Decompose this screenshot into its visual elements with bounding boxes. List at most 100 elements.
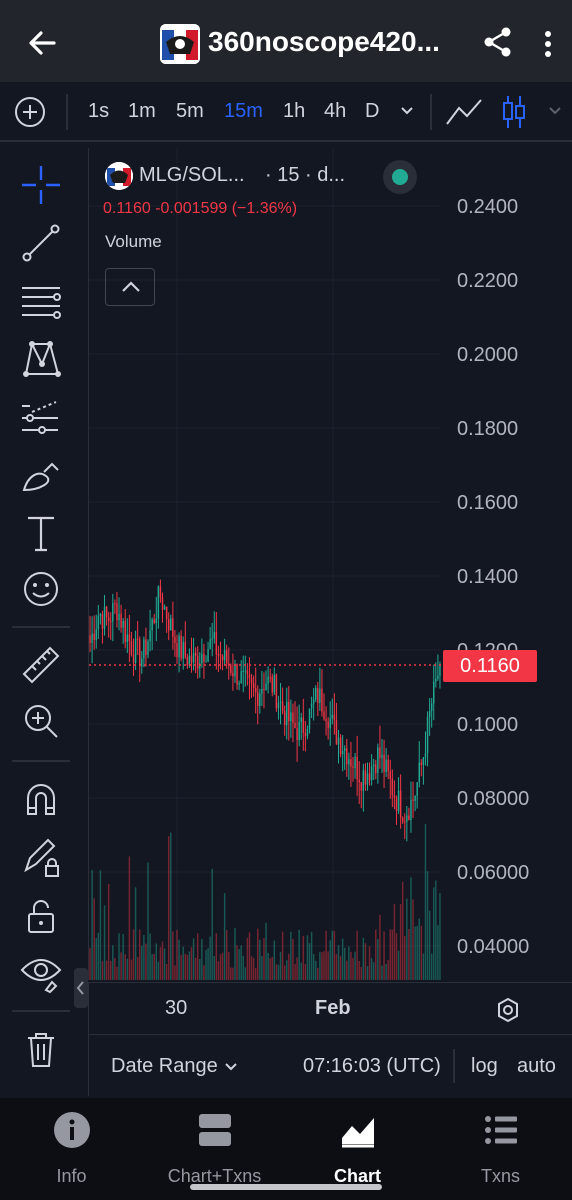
candle-body xyxy=(91,633,93,643)
candle-body xyxy=(308,708,311,730)
volume-bar xyxy=(406,898,408,980)
candle-body xyxy=(399,790,402,818)
volume-bar xyxy=(91,869,93,980)
y-axis-label: 0.08000 xyxy=(457,788,530,810)
nav-item-chart-txns[interactable]: Chart+Txns xyxy=(143,1110,286,1190)
last-price-tag: 0.1160 xyxy=(443,650,537,682)
candle-body xyxy=(302,717,305,733)
candle-body xyxy=(377,747,379,774)
volume-bar xyxy=(128,856,131,980)
candlestick-chart[interactable] xyxy=(89,148,572,980)
unlock-icon[interactable] xyxy=(18,892,64,938)
arrow-left-icon[interactable] xyxy=(24,25,60,61)
timeframe-d[interactable]: D xyxy=(365,100,380,122)
more-vertical-icon[interactable] xyxy=(536,26,560,62)
volume-bar xyxy=(174,965,176,980)
candle-body xyxy=(97,616,100,630)
candle-body xyxy=(389,771,391,779)
timeframe-1m[interactable]: 1m xyxy=(128,100,156,122)
volume-label[interactable]: Volume xyxy=(105,232,162,251)
timeframe-1h[interactable]: 1h xyxy=(283,100,306,122)
timeframe-15m[interactable]: 15m xyxy=(224,100,263,122)
volume-bar xyxy=(116,966,118,980)
collapse-legend-button[interactable] xyxy=(105,268,155,306)
eye-icon[interactable] xyxy=(18,950,64,996)
nav-item-chart[interactable]: Chart xyxy=(286,1110,429,1190)
chart-panel[interactable]: MLG/SOL... · 15 · d... 0.1160 -0.001599 … xyxy=(88,148,572,980)
ruler-icon[interactable] xyxy=(18,642,64,688)
candle-body xyxy=(186,657,189,666)
fib-retracement-icon[interactable] xyxy=(18,278,64,324)
volume-bar xyxy=(139,929,141,980)
volume-bar xyxy=(236,945,238,980)
candlestick-icon[interactable] xyxy=(500,94,528,130)
log-scale-toggle[interactable]: log xyxy=(471,1055,498,1077)
zoom-in-icon[interactable] xyxy=(18,698,64,744)
volume-bar xyxy=(321,952,323,980)
chevron-down-icon[interactable] xyxy=(223,1059,239,1075)
candle-body xyxy=(375,764,377,774)
line-chart-icon[interactable] xyxy=(444,96,484,128)
candle-body xyxy=(360,782,363,791)
chevron-down-icon[interactable] xyxy=(546,102,564,120)
date-range-button[interactable]: Date Range xyxy=(111,1055,218,1077)
brush-icon[interactable] xyxy=(18,452,64,498)
trend-line-icon[interactable] xyxy=(18,220,64,266)
nav-item-txns[interactable]: Txns xyxy=(429,1110,572,1190)
candle-body xyxy=(124,620,126,643)
candle-body xyxy=(254,688,257,693)
candle-body xyxy=(225,650,228,664)
chevron-down-icon[interactable] xyxy=(398,102,416,120)
nav-item-info[interactable]: Info xyxy=(0,1110,143,1190)
share-icon[interactable] xyxy=(480,24,516,60)
candle-body xyxy=(110,621,112,623)
trash-icon[interactable] xyxy=(18,1026,64,1072)
utc-clock[interactable]: 07:16:03 (UTC) xyxy=(303,1055,441,1077)
time-axis[interactable]: 30 Feb xyxy=(88,982,572,1034)
volume-bar xyxy=(410,877,412,980)
settings-icon[interactable] xyxy=(495,997,521,1023)
candle-body xyxy=(435,678,437,682)
candle-body xyxy=(358,779,360,783)
collapse-toolbar-button[interactable] xyxy=(74,968,88,1008)
volume-bar xyxy=(387,960,389,980)
emoji-icon[interactable] xyxy=(18,566,64,612)
timeframe-5m[interactable]: 5m xyxy=(176,100,204,122)
candle-body xyxy=(240,671,242,684)
timeframe-4h[interactable]: 4h xyxy=(324,100,347,122)
candle-body xyxy=(341,750,344,755)
auto-scale-toggle[interactable]: auto xyxy=(517,1055,556,1077)
volume-bar xyxy=(290,931,292,980)
crosshair-icon[interactable] xyxy=(18,162,64,208)
page-title: 360noscope420... xyxy=(208,26,440,57)
candle-body xyxy=(157,586,160,619)
candle-body xyxy=(259,693,261,706)
candle-body xyxy=(217,654,220,656)
volume-bar xyxy=(149,933,151,980)
pattern-icon[interactable] xyxy=(18,336,64,382)
candle-body xyxy=(385,759,387,772)
volume-bar xyxy=(221,952,224,980)
candle-body xyxy=(105,606,108,617)
candle-body xyxy=(364,770,367,785)
prediction-icon[interactable] xyxy=(18,394,64,440)
add-indicator-icon[interactable] xyxy=(14,96,46,128)
candle-body xyxy=(319,688,321,703)
volume-bar xyxy=(250,956,253,980)
candle-body xyxy=(381,754,383,759)
volume-bar xyxy=(348,946,350,980)
y-axis-label: 0.06000 xyxy=(457,862,530,884)
volume-bar xyxy=(333,930,336,980)
volume-bar xyxy=(279,951,282,980)
candle-body xyxy=(292,712,294,723)
timeframe-1s[interactable]: 1s xyxy=(88,100,110,122)
volume-bar xyxy=(163,948,166,980)
volume-bar xyxy=(391,929,394,980)
symbol-label[interactable]: MLG/SOL... xyxy=(139,164,245,186)
toolbar-divider xyxy=(66,94,68,130)
magnet-icon[interactable] xyxy=(18,776,64,822)
text-icon[interactable] xyxy=(18,510,64,556)
volume-bar xyxy=(308,943,311,980)
chevron-up-icon xyxy=(122,281,140,292)
lock-drawing-icon[interactable] xyxy=(18,834,64,880)
